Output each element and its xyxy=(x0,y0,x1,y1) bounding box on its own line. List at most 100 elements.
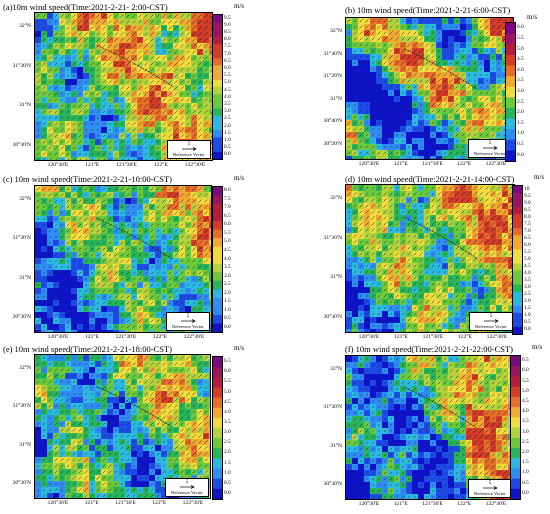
colorbar-tick-label: 2.5 xyxy=(224,439,231,446)
longitude-tick-label: 120°30'E xyxy=(358,161,380,167)
colorbar-tick-label: 10 xyxy=(524,185,530,192)
colorbar xyxy=(510,355,521,500)
longitude-tick-label: 121°E xyxy=(85,162,100,168)
colorbar xyxy=(212,14,223,160)
longitude-tick-label: 122°E xyxy=(152,500,167,506)
colorbar-tick-label: 5.0 xyxy=(224,238,231,245)
colorbar-tick-label: 3.0 xyxy=(224,429,231,436)
colorbar-tick-label: 4.0 xyxy=(224,255,231,262)
longitude-tick-label: 120°30'E xyxy=(358,501,380,507)
wind-field-map xyxy=(34,185,212,333)
reference-vector-box: 5 Reference Vector xyxy=(165,478,209,497)
colorbar-tick-label: 7.5 xyxy=(524,220,531,227)
colorbar-tick-label: 0.5 xyxy=(524,319,531,326)
longitude-tick-label: 122°30'E xyxy=(486,334,508,340)
latitude-tick-label: 31°N xyxy=(19,274,31,281)
colorbar xyxy=(505,22,516,162)
latitude-tick-label: 31°N xyxy=(330,442,342,449)
colorbar-tick-label: 4.0 xyxy=(517,66,524,73)
colorbar-tick-label: 0.5 xyxy=(224,315,231,322)
colorbar-tick-label: 1.5 xyxy=(522,459,529,466)
colorbar-tick-label: 3.0 xyxy=(224,272,231,279)
colorbar-tick-label: 6.5 xyxy=(224,212,231,219)
colorbar-tick-label: 5.5 xyxy=(224,378,231,385)
reference-value: 5 xyxy=(488,141,492,146)
colorbar-tick-label: 1.5 xyxy=(224,129,231,136)
colorbar-tick-label: 2.0 xyxy=(224,449,231,456)
reference-arrow-icon xyxy=(182,147,197,151)
panel-title: (b) 10m wind speed(Time:2021-2-21-6:00-C… xyxy=(345,5,511,15)
colorbar-tick-label: 1.0 xyxy=(522,469,529,476)
colorbar-tick-label: 7.0 xyxy=(524,227,531,234)
colorbar-tick-label: 9.0 xyxy=(524,199,531,206)
colorbar-tick-label: 0.0 xyxy=(524,326,531,333)
reference-value: 5 xyxy=(489,314,493,319)
latitude-tick-label: 30°20'N xyxy=(323,141,342,147)
colorbar-tick-label: 5.5 xyxy=(224,229,231,236)
colorbar-tick-label: 3.5 xyxy=(517,77,524,84)
latitude-tick-label: 31°N xyxy=(19,441,31,448)
colorbar-tick-label: 4.5 xyxy=(524,263,531,270)
longitude-tick-label: 121°30'E xyxy=(422,161,443,167)
colorbar-tick-label: 6.5 xyxy=(522,357,529,364)
colorbar-tick-label: 8.0 xyxy=(524,213,531,220)
longitude-tick-label: 122°30'E xyxy=(485,501,507,507)
colorbar-tick-label: 1.0 xyxy=(224,306,231,313)
colorbar-tick-label: 4.5 xyxy=(522,397,529,404)
latitude-tick-label: 30°30'N xyxy=(12,314,31,320)
colorbar-tick-label: 2.0 xyxy=(517,109,524,116)
colorbar-tick-label: 0.0 xyxy=(522,489,529,496)
colorbar-tick-label: 6.5 xyxy=(224,358,231,365)
colorbar-unit: m/s xyxy=(234,344,245,352)
latitude-tick-label: 31°N xyxy=(330,274,342,281)
latitude-tick-label: 31°30'N xyxy=(323,404,342,411)
longitude-tick-label: 121°E xyxy=(393,334,409,340)
colorbar-tick-label: 3.5 xyxy=(224,101,231,107)
colorbar-tick-label: 6.5 xyxy=(224,57,231,64)
colorbar-unit: m/s xyxy=(532,343,543,351)
latitude-tick-label: 30°30'N xyxy=(323,314,342,320)
longitude-tick-label: 120°30'E xyxy=(47,162,69,168)
colorbar-tick-label: 9.5 xyxy=(524,192,531,199)
colorbar-tick-label: 6.5 xyxy=(524,234,531,241)
reference-label: Reference Vector xyxy=(474,491,506,496)
colorbar-tick-label: 4.0 xyxy=(524,270,531,277)
longitude-tick-label: 120°30'E xyxy=(47,500,69,506)
longitude-tick-label: 122°E xyxy=(457,501,472,507)
longitude-tick-label: 122°30'E xyxy=(182,500,204,506)
reference-vector-box: 5 Reference Vector xyxy=(166,312,210,331)
latitude-tick-label: 31°30'N xyxy=(12,403,31,410)
colorbar-tick-label: 1.0 xyxy=(517,130,524,137)
reference-arrow-icon xyxy=(181,319,196,323)
colorbar-tick-label: 1.5 xyxy=(224,459,231,466)
colorbar-tick-label: 4.5 xyxy=(517,56,524,63)
colorbar-tick-label: 3.0 xyxy=(224,108,231,115)
latitude-tick-label: 31°N xyxy=(330,95,342,102)
colorbar-tick-label: 7.5 xyxy=(224,43,231,50)
colorbar-tick-label: 0.5 xyxy=(517,141,524,148)
reference-arrow-icon xyxy=(483,486,498,490)
reference-vector-box: 5 Reference Vector xyxy=(469,312,513,331)
wind-field-map xyxy=(34,12,213,161)
reference-value: 5 xyxy=(187,142,191,147)
colorbar xyxy=(212,186,223,333)
colorbar-tick-label: 0.0 xyxy=(224,489,231,496)
colorbar-tick-label: 5.5 xyxy=(224,72,231,79)
colorbar xyxy=(212,356,223,500)
colorbar-tick-label: 0.0 xyxy=(517,151,524,158)
colorbar-tick-label: 5.0 xyxy=(522,387,529,394)
longitude-tick-label: 120°30'E xyxy=(47,334,69,340)
latitude-tick-label: 32°N xyxy=(19,196,31,202)
latitude-tick-label: 31°20'N xyxy=(323,73,342,80)
longitude-tick-label: 121°E xyxy=(84,500,99,506)
colorbar-tick-label: 7.5 xyxy=(224,195,231,202)
colorbar-tick-label: 3.0 xyxy=(517,88,524,94)
reference-label: Reference Vector xyxy=(173,152,205,157)
latitude-tick-label: 30°30'N xyxy=(323,481,342,487)
colorbar-tick-label: 5.0 xyxy=(224,388,231,395)
reference-value: 5 xyxy=(185,480,189,485)
colorbar-tick-label: 5.5 xyxy=(524,248,531,255)
reference-arrow-icon xyxy=(180,485,195,489)
colorbar-tick-label: 5.0 xyxy=(517,45,524,52)
colorbar-tick-label: 6.0 xyxy=(224,368,231,375)
